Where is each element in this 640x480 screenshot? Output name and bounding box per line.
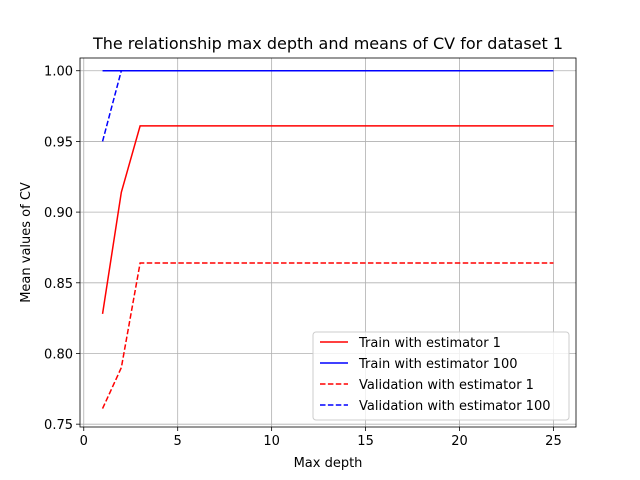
axis-ticks: 0 5 10 15 20 25 0.75 0.80 0.85 0.90 0.95 1.00 xyxy=(44,65,562,449)
x-tick-label: 10 xyxy=(263,434,280,449)
x-tick-label: 25 xyxy=(545,434,562,449)
x-tick-label: 15 xyxy=(357,434,374,449)
y-axis-label: Mean values of CV xyxy=(19,182,34,303)
x-tick-label: 5 xyxy=(174,434,182,449)
legend-box xyxy=(312,331,570,421)
legend-label: Validation with estimator 1 xyxy=(359,378,534,393)
legend-label: Validation with estimator 100 xyxy=(359,399,551,414)
y-tick-label: 0.75 xyxy=(44,418,73,433)
y-tick-label: 0.80 xyxy=(44,347,73,362)
legend: Train with estimator 1 Train with estimat… xyxy=(312,331,570,421)
legend-label: Train with estimator 100 xyxy=(358,357,518,372)
plot-frame xyxy=(79,57,577,428)
y-tick-label: 0.95 xyxy=(44,135,73,150)
legend-label: Train with estimator 1 xyxy=(358,336,501,351)
y-tick-label: 0.85 xyxy=(44,277,73,292)
x-tick-label: 0 xyxy=(80,434,88,449)
x-tick-label: 20 xyxy=(451,434,468,449)
series-line-4 xyxy=(101,69,554,142)
y-tick-label: 0.90 xyxy=(44,206,73,221)
series-lines xyxy=(101,69,554,409)
y-tick-label: 1.00 xyxy=(44,65,73,80)
chart-title: The relationship max depth and means of … xyxy=(92,34,563,53)
x-axis-label: Max depth xyxy=(294,456,363,471)
series-line-1 xyxy=(101,125,554,315)
